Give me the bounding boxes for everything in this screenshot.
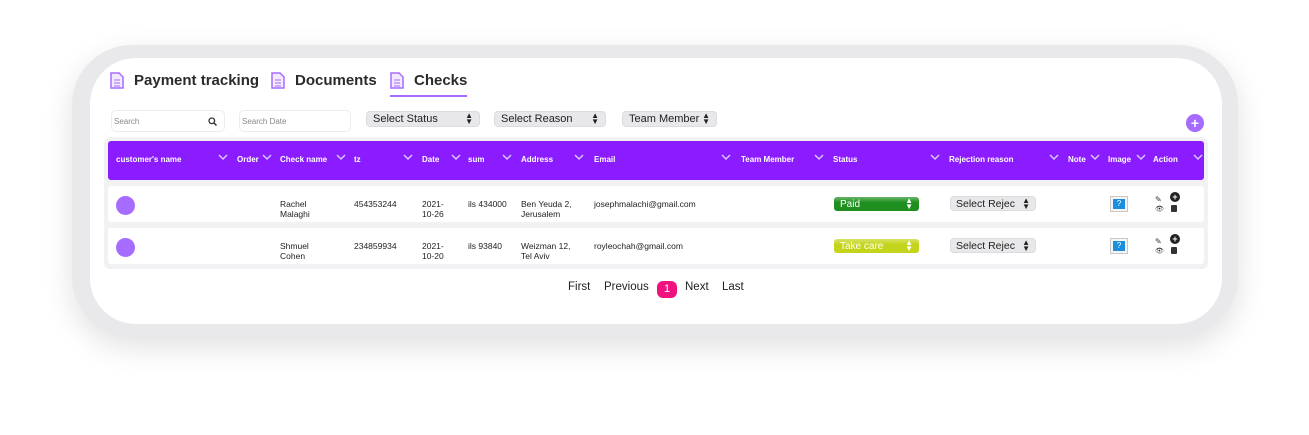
select-arrows-icon: ▲ ▼ xyxy=(905,238,913,253)
select-arrows-icon: ▲ ▼ xyxy=(702,111,710,126)
delete-trash-icon[interactable] xyxy=(1171,247,1177,254)
status-label: Paid xyxy=(840,198,861,210)
page-1-button[interactable]: 1 xyxy=(657,281,677,298)
view-eye-icon[interactable]: 👁 xyxy=(1155,206,1164,213)
search-placeholder: Search xyxy=(114,117,140,126)
chevron-down-icon[interactable] xyxy=(1193,153,1203,162)
image-placeholder[interactable]: ? xyxy=(1110,238,1128,254)
column-header[interactable]: Address xyxy=(521,155,554,164)
select-arrows-icon: ▲ ▼ xyxy=(591,111,599,126)
edit-icon[interactable]: ✎ xyxy=(1155,195,1162,204)
avatar xyxy=(116,196,135,215)
cell-sum: ils 434000 xyxy=(468,199,507,209)
image-icon: ? xyxy=(1113,199,1125,209)
add-button[interactable]: + xyxy=(1186,114,1204,132)
search-input[interactable]: Search xyxy=(111,110,225,132)
cell-address: Weizman 12, Tel Aviv xyxy=(521,241,571,261)
cell-check-name: Rachel Malaghi xyxy=(280,199,310,219)
cell-tz: 234859934 xyxy=(354,241,397,251)
chevron-down-icon[interactable] xyxy=(262,153,272,162)
document-icon xyxy=(110,72,124,89)
rejection-reason-select[interactable]: Select Rejec ▲ ▼ xyxy=(950,196,1036,211)
tab-checks[interactable]: Checks xyxy=(390,72,468,97)
chevron-down-icon[interactable] xyxy=(451,153,461,162)
rejection-label: Select Rejec xyxy=(956,239,1015,252)
search-date-input[interactable]: Search Date xyxy=(239,110,351,132)
cell-email: josephmalachi@gmail.com xyxy=(594,199,696,209)
add-circle-icon[interactable]: + xyxy=(1170,234,1180,244)
chevron-down-icon[interactable] xyxy=(1136,153,1146,162)
plus-icon: + xyxy=(1190,115,1200,131)
team-member-filter-select[interactable]: Team Member ▲ ▼ xyxy=(622,111,717,127)
tab-label: Documents xyxy=(295,72,377,89)
column-header[interactable]: Image xyxy=(1108,155,1132,164)
select-arrows-icon: ▲ ▼ xyxy=(1022,237,1030,253)
status-select[interactable]: Take care ▲ ▼ xyxy=(834,239,919,253)
column-header[interactable]: Check name xyxy=(280,155,328,164)
search-icon xyxy=(208,117,217,126)
date-placeholder: Search Date xyxy=(242,117,287,126)
chevron-down-icon[interactable] xyxy=(336,153,346,162)
tab-label: Checks xyxy=(414,72,468,89)
delete-trash-icon[interactable] xyxy=(1171,205,1177,212)
reason-filter-select[interactable]: Select Reason ▲ ▼ xyxy=(494,111,606,127)
image-icon: ? xyxy=(1113,241,1125,251)
table-row: Shmuel Cohen 234859934 2021-10-20 ils 93840… xyxy=(108,228,1204,264)
chevron-down-icon[interactable] xyxy=(502,153,512,162)
table-row: Rachel Malaghi 454353244 2021-10-26 ils 434… xyxy=(108,186,1204,222)
column-header[interactable]: Rejection reason xyxy=(949,155,1014,164)
column-header[interactable]: tz xyxy=(354,155,361,164)
cell-date: 2021-10-20 xyxy=(422,241,444,261)
cell-date: 2021-10-26 xyxy=(422,199,444,219)
tab-documents[interactable]: Documents xyxy=(271,72,377,89)
column-header[interactable]: Order xyxy=(237,155,259,164)
column-header[interactable]: Status xyxy=(833,155,858,164)
chevron-down-icon[interactable] xyxy=(930,153,940,162)
column-header[interactable]: Date xyxy=(422,155,440,164)
cell-tz: 454353244 xyxy=(354,199,397,209)
column-header[interactable]: sum xyxy=(468,155,485,164)
last-page-link[interactable]: Last xyxy=(722,281,744,293)
chevron-down-icon[interactable] xyxy=(218,153,228,162)
status-label: Take care xyxy=(840,240,884,252)
cell-email: royleochah@gmail.com xyxy=(594,241,683,251)
next-page-link[interactable]: Next xyxy=(685,281,709,293)
select-label: Select Status xyxy=(373,113,438,125)
status-select[interactable]: Paid ▲ ▼ xyxy=(834,197,919,211)
cell-address: Ben Yeuda 2, Jerusalem xyxy=(521,199,572,219)
column-header[interactable]: Action xyxy=(1153,155,1178,164)
rejection-reason-select[interactable]: Select Rejec ▲ ▼ xyxy=(950,238,1036,253)
first-page-link[interactable]: First xyxy=(568,281,591,293)
status-filter-select[interactable]: Select Status ▲ ▼ xyxy=(366,111,480,127)
chevron-down-icon[interactable] xyxy=(721,153,731,162)
tab-payment-tracking[interactable]: Payment tracking xyxy=(110,72,259,89)
select-arrows-icon: ▲ ▼ xyxy=(1022,195,1030,211)
chevron-down-icon[interactable] xyxy=(1049,153,1059,162)
chevron-down-icon[interactable] xyxy=(814,153,824,162)
column-header[interactable]: Email xyxy=(594,155,616,164)
column-header[interactable]: Team Member xyxy=(741,155,795,164)
previous-page-link[interactable]: Previous xyxy=(604,281,649,293)
column-header[interactable]: customer's name xyxy=(116,155,182,164)
document-icon xyxy=(271,72,285,89)
cell-check-name: Shmuel Cohen xyxy=(280,241,309,261)
avatar xyxy=(116,238,135,257)
view-eye-icon[interactable]: 👁 xyxy=(1155,248,1164,255)
cell-sum: ils 93840 xyxy=(468,241,503,251)
chevron-down-icon[interactable] xyxy=(403,153,413,162)
chevron-down-icon[interactable] xyxy=(1090,153,1100,162)
select-label: Select Reason xyxy=(501,113,573,125)
select-arrows-icon: ▲ ▼ xyxy=(465,111,473,126)
rejection-label: Select Rejec xyxy=(956,197,1015,210)
select-arrows-icon: ▲ ▼ xyxy=(905,196,913,211)
table-header: customer's name Order Check name tz Date sum A… xyxy=(108,141,1204,180)
document-icon xyxy=(390,72,404,89)
image-placeholder[interactable]: ? xyxy=(1110,196,1128,212)
add-circle-icon[interactable]: + xyxy=(1170,192,1180,202)
column-header[interactable]: Note xyxy=(1068,155,1086,164)
edit-icon[interactable]: ✎ xyxy=(1155,237,1162,246)
select-label: Team Member xyxy=(629,113,700,125)
tab-label: Payment tracking xyxy=(134,72,260,89)
chevron-down-icon[interactable] xyxy=(574,153,584,162)
